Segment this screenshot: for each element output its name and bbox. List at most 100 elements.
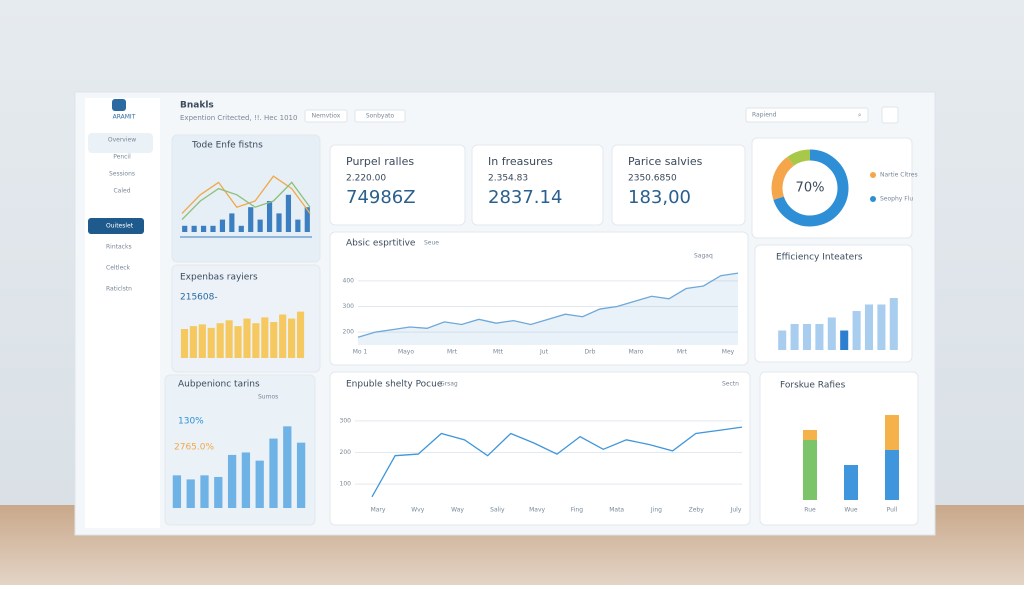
label: Mary [371,507,386,514]
bar [234,326,242,358]
line [181,181,311,221]
legend-swatch [870,196,876,202]
label: Mo 1 [353,349,368,356]
label: Efficiency Inteaters [776,253,863,263]
bar [270,322,278,358]
bar [815,324,824,350]
donut-slice [787,149,811,166]
label: Enpuble shelty Pocue [346,380,443,390]
line [181,175,311,214]
bar [241,452,251,508]
bar [296,311,305,358]
bar [283,426,292,508]
label: 2.220.00 [346,174,386,184]
label[interactable]: Overview [108,137,136,144]
label: Jut [539,349,549,356]
label: Pull [887,507,898,514]
bar [219,219,226,232]
bar [198,324,206,358]
bar [238,225,244,232]
bar [877,304,886,350]
label: Drb [585,349,596,356]
card [329,144,466,226]
bar [288,318,296,358]
label: 400 [343,277,355,284]
bar [255,460,264,508]
label: 2837.14 [488,187,562,208]
bar [200,475,209,508]
label: 70% [796,181,825,196]
card [611,144,746,226]
bar [261,317,269,358]
label: Nartie Cltres [880,172,918,179]
bar [285,194,292,232]
bar-segment [803,440,817,500]
area [358,273,738,345]
bar [252,323,260,358]
label: Sectn [722,381,739,388]
tab[interactable] [304,109,348,123]
label: 74986Z [346,187,416,208]
bar-segment [885,415,899,450]
label: Seophy Flu [880,196,913,203]
label: Grsag [440,381,458,388]
label: Way [451,507,464,514]
tab[interactable] [354,109,406,123]
label: Seue [424,240,439,247]
tab-label[interactable]: Sonbyato [366,113,395,120]
label: Sumos [258,394,278,401]
label[interactable]: Celtleck [106,265,131,272]
search-box[interactable] [745,107,869,123]
label: 130% [178,417,204,427]
logo-icon [112,99,126,111]
bar-segment [844,465,858,500]
nav-active[interactable] [88,218,144,234]
search-placeholder[interactable]: Rapiend [752,112,777,119]
label: July [730,507,742,514]
bar [243,318,251,358]
label[interactable]: Sessions [109,171,135,178]
bar [216,323,224,358]
tab-label[interactable]: Nemvtiox [312,113,341,120]
label[interactable]: Rintacks [106,244,132,251]
bar [225,320,233,358]
label: Forskue Rafies [780,381,846,391]
label: Mey [722,349,735,356]
search-icon[interactable]: ⌕ [858,112,861,119]
card [329,371,751,526]
line [371,426,743,498]
label: Mrt [447,349,458,356]
menu-button[interactable] [881,106,899,124]
header-title: Bnakls [180,101,214,111]
label: 2765.0% [174,443,214,453]
bar [802,324,812,350]
label: Fing [571,507,583,514]
bar [189,326,197,358]
label: 215608- [180,293,218,303]
label: Jing [650,507,662,514]
label: Purpel ralles [346,155,414,168]
logo: ARAMIT [113,114,136,121]
label: Wue [844,507,858,514]
donut-slice [771,156,795,200]
bar [840,330,849,350]
label: Absic esprtitive [346,239,416,249]
label: Expenbas rayiers [180,273,258,283]
card [471,144,604,226]
label[interactable]: Raticlstn [106,286,132,293]
label[interactable]: Caled [113,188,130,195]
bar-segment [885,450,899,500]
bar [210,225,216,232]
nav-hover [88,133,153,153]
label[interactable]: Pencil [113,154,131,161]
label[interactable]: Ouiteslet [106,223,134,230]
legend-swatch [870,172,876,178]
bar [248,207,254,232]
label: 183,00 [628,187,691,208]
label: Zeby [689,507,705,514]
sidebar [85,98,160,528]
label: Mayo [398,349,414,356]
label: 2.354.83 [488,174,528,184]
line [357,272,739,338]
